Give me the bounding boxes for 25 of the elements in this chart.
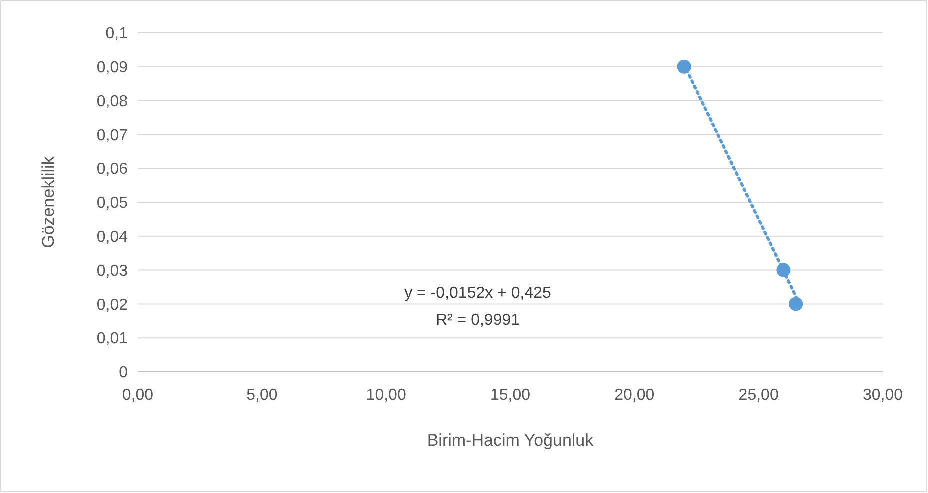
x-tick-label: 25,00 [738, 387, 779, 404]
x-tick-label: 20,00 [614, 387, 655, 404]
x-tick-label: 10,00 [366, 387, 406, 404]
annotation: R² = 0,9991 [436, 312, 520, 329]
y-tick-label: 0,08 [96, 93, 128, 110]
y-tick-label: 0,04 [96, 229, 128, 246]
annotation: y = -0,0152x + 0,425 [404, 285, 552, 302]
y-tick-label: 0,01 [96, 330, 128, 348]
x-tick-label: 30,00 [862, 387, 904, 404]
y-tick-label: 0,05 [96, 195, 128, 212]
x-tick-label: 5,00 [246, 387, 278, 404]
y-tick-label: 0,07 [96, 127, 128, 144]
y-tick-label: 0,03 [96, 262, 128, 280]
y-tick-label: 0,09 [96, 60, 128, 76]
y-tick-label: 0,1 [106, 26, 128, 43]
point [677, 60, 692, 74]
point [776, 263, 791, 278]
x-tick-label: 15,00 [490, 387, 531, 404]
y-tick-label: 0,06 [96, 161, 128, 178]
x-tick-label: 0,00 [122, 387, 154, 404]
x-axis-title: Birim-Hacim Yoğunluk [427, 431, 594, 450]
y-tick-label: 0 [119, 364, 128, 382]
y-tick-label: 0,02 [96, 296, 128, 314]
y-axis-title: Gözeneklilik [39, 156, 58, 248]
point [789, 297, 804, 312]
